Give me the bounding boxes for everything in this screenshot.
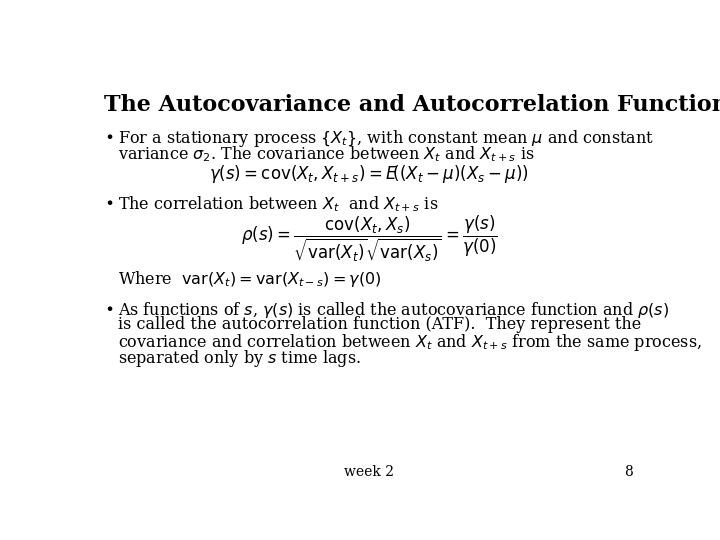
- Text: covariance and correlation between $X_t$ and $X_{t+s}$ from the same process,: covariance and correlation between $X_t$…: [118, 332, 702, 353]
- Text: $\bullet$: $\bullet$: [104, 128, 113, 143]
- Text: As functions of $s$, $\gamma(s)$ is called the autocovariance function and $\rho: As functions of $s$, $\gamma(s)$ is call…: [118, 300, 669, 320]
- Text: The Autocovariance and Autocorrelation Functions: The Autocovariance and Autocorrelation F…: [104, 94, 720, 116]
- Text: The correlation between $X_t$  and $X_{t+s}$ is: The correlation between $X_t$ and $X_{t+…: [118, 194, 438, 214]
- Text: week 2: week 2: [344, 465, 394, 479]
- Text: is called the autocorrelation function (ATF).  They represent the: is called the autocorrelation function (…: [118, 316, 641, 333]
- Text: variance $\sigma_2$. The covariance between $X_t$ and $X_{t+s}$ is: variance $\sigma_2$. The covariance betw…: [118, 144, 534, 164]
- Text: 8: 8: [624, 465, 632, 479]
- Text: separated only by $s$ time lags.: separated only by $s$ time lags.: [118, 348, 361, 369]
- Text: $\rho(s) = \dfrac{\mathrm{cov}(X_t, X_s)}{\sqrt{\mathrm{var}(X_t)}\sqrt{\mathrm{: $\rho(s) = \dfrac{\mathrm{cov}(X_t, X_s)…: [240, 213, 498, 264]
- Text: For a stationary process $\{X_t\}$, with constant mean $\mu$ and constant: For a stationary process $\{X_t\}$, with…: [118, 128, 654, 149]
- Text: $\bullet$: $\bullet$: [104, 300, 113, 315]
- Text: Where  $\mathrm{var}(X_t) = \mathrm{var}(X_{t-s}) = \gamma(0)$: Where $\mathrm{var}(X_t) = \mathrm{var}(…: [118, 269, 382, 289]
- Text: $\bullet$: $\bullet$: [104, 194, 113, 209]
- Text: $\gamma(s) = \mathrm{cov}(X_t, X_{t+s}) = E\!\left((X_t - \mu)(X_s - \mu)\right): $\gamma(s) = \mathrm{cov}(X_t, X_{t+s}) …: [209, 164, 529, 185]
